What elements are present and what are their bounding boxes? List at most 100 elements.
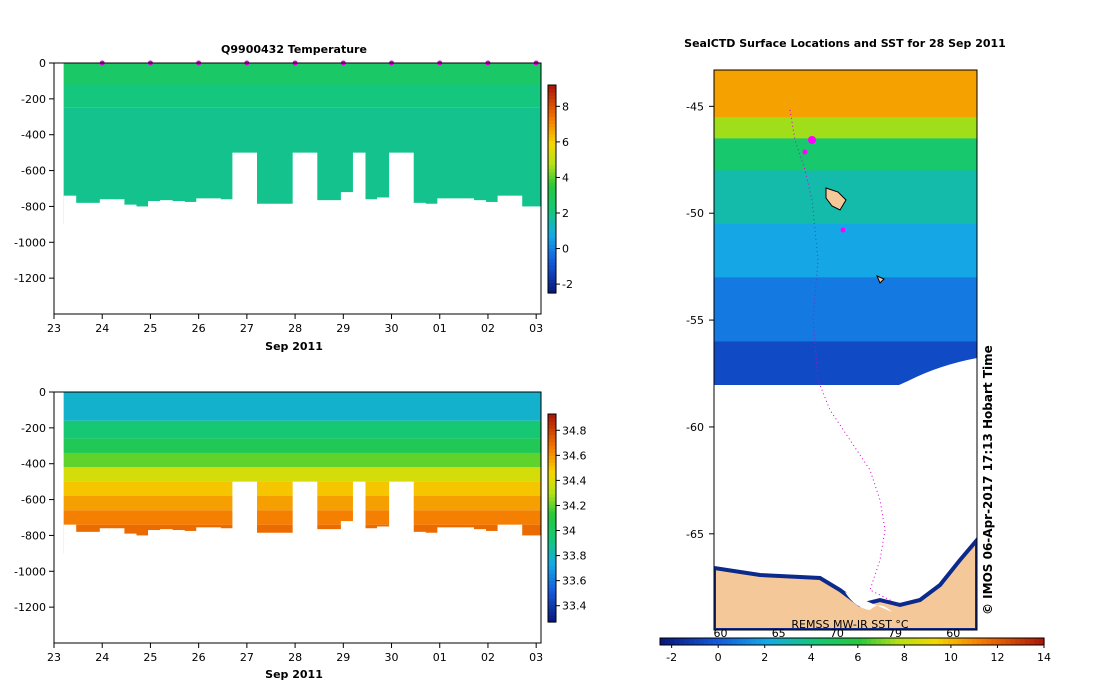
colorbar-segment <box>548 500 556 505</box>
colorbar-segment <box>924 638 930 645</box>
no-data-cell <box>208 527 221 643</box>
temperature-no-data-mask <box>63 152 542 314</box>
colorbar-segment <box>818 638 824 645</box>
latitude-tick-label: -65 <box>686 528 704 541</box>
colorbar-tick-label: 0 <box>715 651 722 664</box>
colorbar-segment <box>548 549 556 554</box>
colorbar-segment <box>741 638 747 645</box>
no-data-cell <box>449 198 462 314</box>
colorbar-segment <box>548 490 556 495</box>
colorbar-tick-label: -2 <box>562 278 573 291</box>
colorbar-segment <box>938 638 944 645</box>
colorbar-segment <box>1010 638 1016 645</box>
colorbar-segment <box>548 102 556 107</box>
no-data-cell <box>184 530 197 643</box>
no-data-cell <box>292 152 306 314</box>
colorbar-tick-label: 34.4 <box>562 474 587 487</box>
y-tick-label: -200 <box>21 93 46 106</box>
colorbar-segment <box>548 119 556 124</box>
no-data-cell <box>184 201 197 314</box>
colorbar-upper-label: 70 <box>830 627 844 640</box>
colorbar-tick-label: 34.6 <box>562 449 587 462</box>
colorbar-segment <box>548 570 556 575</box>
colorbar-segment <box>548 528 556 533</box>
latitude-tick-label: -55 <box>686 314 704 327</box>
no-data-cell <box>63 524 77 643</box>
sst-band <box>714 138 977 171</box>
colorbar-segment <box>548 182 556 187</box>
ice-edge <box>714 358 977 420</box>
colorbar-tick-label: 10 <box>944 651 958 664</box>
colorbar-segment <box>548 594 556 599</box>
x-tick-label: 29 <box>336 651 350 664</box>
colorbar-segment <box>548 472 556 477</box>
colorbar-segment <box>548 244 556 249</box>
data-layer <box>63 420 542 439</box>
x-tick-label: 03 <box>529 322 543 335</box>
no-data-cell <box>123 204 137 314</box>
colorbar-segment <box>852 638 858 645</box>
colorbar-segment <box>548 511 556 516</box>
no-data-cell <box>461 198 474 314</box>
colorbar-segment <box>794 638 800 645</box>
colorbar-segment <box>548 109 556 114</box>
colorbar-segment <box>548 559 556 564</box>
no-data-cell <box>365 199 378 314</box>
colorbar-segment <box>548 469 556 474</box>
colorbar-segment <box>548 545 556 550</box>
colorbar-tick-label: 34.2 <box>562 499 587 512</box>
colorbar-segment <box>548 164 556 169</box>
colorbar-segment <box>548 161 556 166</box>
colorbar-segment <box>548 420 556 425</box>
x-tick-label: 26 <box>192 322 206 335</box>
colorbar-tick-label: 33.4 <box>562 600 587 613</box>
colorbar-segment <box>548 98 556 103</box>
colorbar-segment <box>957 638 963 645</box>
sst-band <box>714 170 977 225</box>
colorbar-segment <box>890 638 896 645</box>
x-tick-label: 25 <box>143 322 157 335</box>
colorbar-segment <box>861 638 867 645</box>
no-data-cell <box>280 203 294 314</box>
colorbar-segment <box>708 638 714 645</box>
no-data-cell <box>461 527 474 643</box>
colorbar-segment <box>828 638 834 645</box>
colorbar-segment <box>1024 638 1031 645</box>
colorbar-segment <box>548 566 556 571</box>
colorbar-segment <box>548 504 556 509</box>
colorbar-segment <box>1015 638 1021 645</box>
no-data-cell <box>99 528 113 643</box>
colorbar-segment <box>688 638 695 645</box>
sst-map-latitude-axis: -45 -50 -55 -60 -65 <box>686 100 714 541</box>
no-data-cell <box>485 201 499 314</box>
no-data-cell <box>208 198 221 314</box>
colorbar-segment <box>972 638 978 645</box>
temperature-colorbar: -2 0 2 4 6 8 <box>547 84 573 294</box>
colorbar-segment <box>548 438 556 443</box>
colorbar-segment <box>548 195 556 200</box>
colorbar-segment <box>548 583 556 588</box>
colorbar-segment <box>548 286 556 291</box>
no-data-cell <box>87 531 101 643</box>
no-data-cell <box>352 481 366 643</box>
data-layer <box>63 467 542 482</box>
colorbar-segment <box>789 638 795 645</box>
sst-map-chart: SealCTD Surface Locations and SST for 28… <box>659 37 1051 664</box>
temperature-chart-title: Q9900432 Temperature <box>221 43 367 56</box>
heard-island <box>876 275 885 284</box>
no-data-cell <box>87 202 101 314</box>
x-tick-label: 02 <box>481 322 495 335</box>
colorbar-segment <box>548 147 556 152</box>
no-data-cell <box>497 524 511 643</box>
colorbar-segment <box>548 133 556 138</box>
no-data-cell <box>473 529 487 643</box>
colorbar-segment <box>548 254 556 259</box>
data-layer <box>63 84 542 108</box>
no-data-cell <box>521 535 542 643</box>
salinity-plot-frame <box>53 391 542 644</box>
colorbar-segment <box>760 638 767 645</box>
colorbar-segment <box>548 424 556 429</box>
colorbar-segment <box>548 202 556 207</box>
salinity-no-data-mask <box>63 481 542 643</box>
sst-map-title: SealCTD Surface Locations and SST for 28… <box>684 37 1006 50</box>
